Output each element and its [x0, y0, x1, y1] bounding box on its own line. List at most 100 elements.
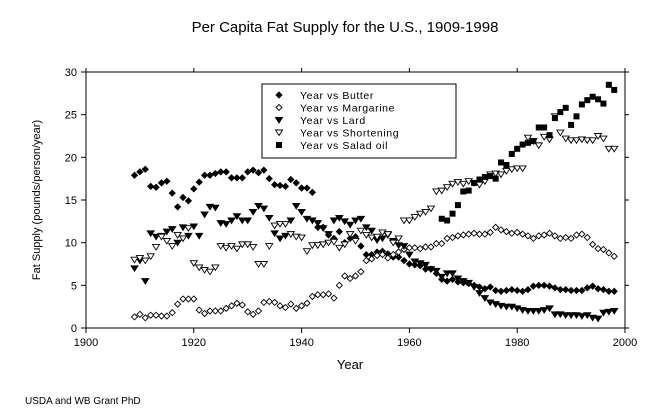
- data-point: [227, 302, 236, 310]
- data-point: [173, 203, 182, 211]
- data-point: [589, 282, 597, 290]
- data-point: [464, 279, 474, 287]
- data-point: [460, 188, 467, 195]
- data-point: [556, 285, 564, 294]
- data-point: [271, 181, 279, 189]
- data-point: [136, 310, 144, 318]
- legend-label: Year vs Butter: [300, 90, 374, 102]
- data-point: [502, 168, 511, 175]
- data-point: [546, 132, 553, 139]
- data-point: [394, 253, 403, 261]
- data-point: [444, 217, 451, 224]
- data-point: [346, 274, 354, 283]
- data-point: [588, 137, 597, 145]
- data-point: [244, 308, 252, 316]
- data-point: [503, 162, 510, 169]
- data-point: [248, 243, 258, 251]
- data-point: [582, 137, 592, 145]
- data-point: [475, 290, 484, 297]
- data-point: [275, 220, 285, 228]
- axes: 1900 1920 1940 1960 1980 2000 0 5 10 15 20 25 30: [65, 67, 637, 349]
- data-point: [248, 208, 258, 216]
- data-point: [572, 231, 581, 239]
- legend-marker: [275, 103, 283, 112]
- data-point: [562, 233, 570, 242]
- data-point: [551, 284, 559, 292]
- data-point: [157, 233, 166, 241]
- data-point: [534, 142, 544, 150]
- data-point: [449, 210, 456, 217]
- data-point: [152, 183, 160, 191]
- data-point: [190, 295, 198, 303]
- legend-label: Year vs Salad oil: [300, 140, 388, 152]
- data-point: [523, 307, 533, 315]
- data-point: [573, 113, 580, 120]
- legend-marker: [276, 142, 282, 148]
- data-point: [297, 302, 306, 310]
- data-point: [243, 217, 253, 225]
- data-point: [157, 312, 166, 320]
- data-point: [297, 208, 306, 216]
- data-point: [529, 234, 538, 243]
- y-tick-label: 0: [71, 323, 77, 335]
- data-point: [458, 180, 468, 188]
- data-point: [427, 243, 435, 251]
- series-year-vs-shortening: [130, 113, 619, 276]
- data-point: [578, 286, 586, 295]
- data-point: [578, 101, 585, 108]
- data-point: [151, 233, 161, 241]
- data-point: [480, 295, 490, 302]
- legend-box: [261, 83, 457, 159]
- data-point: [530, 138, 537, 145]
- data-point: [508, 285, 516, 294]
- data-point: [324, 231, 333, 238]
- data-point: [147, 311, 155, 319]
- data-point: [551, 115, 558, 122]
- data-point: [384, 254, 392, 262]
- data-point: [568, 121, 575, 128]
- data-point: [399, 243, 409, 250]
- data-point: [308, 188, 317, 196]
- data-point: [372, 233, 382, 241]
- data-point: [524, 232, 532, 240]
- data-point: [394, 235, 403, 243]
- data-point: [611, 86, 618, 93]
- data-point: [147, 182, 155, 190]
- data-point: [475, 283, 484, 291]
- data-point: [237, 217, 247, 225]
- data-point: [524, 285, 532, 294]
- x-tick-label: 2000: [613, 337, 637, 349]
- data-point: [469, 284, 479, 291]
- data-point: [237, 241, 247, 249]
- data-point: [157, 179, 166, 187]
- data-point: [421, 208, 430, 216]
- data-point: [486, 228, 494, 237]
- data-point: [502, 286, 511, 295]
- data-point: [351, 217, 360, 225]
- data-point: [260, 166, 268, 174]
- data-point: [566, 137, 576, 145]
- data-point: [475, 230, 484, 238]
- data-point: [189, 260, 199, 267]
- data-point: [388, 239, 398, 247]
- x-tick-label: 1940: [289, 337, 313, 349]
- data-point: [264, 243, 274, 250]
- data-point: [173, 300, 182, 308]
- data-point: [610, 287, 618, 295]
- data-point: [232, 245, 242, 253]
- data-point: [605, 249, 613, 257]
- data-point: [421, 265, 430, 273]
- data-point: [540, 231, 548, 239]
- y-tick-label: 20: [65, 152, 77, 164]
- data-point: [545, 305, 554, 313]
- data-point: [448, 270, 457, 278]
- data-point: [438, 239, 446, 248]
- data-point: [303, 184, 311, 192]
- data-point: [405, 260, 414, 268]
- data-point: [593, 315, 603, 323]
- data-point: [405, 251, 414, 259]
- data-point: [416, 245, 424, 253]
